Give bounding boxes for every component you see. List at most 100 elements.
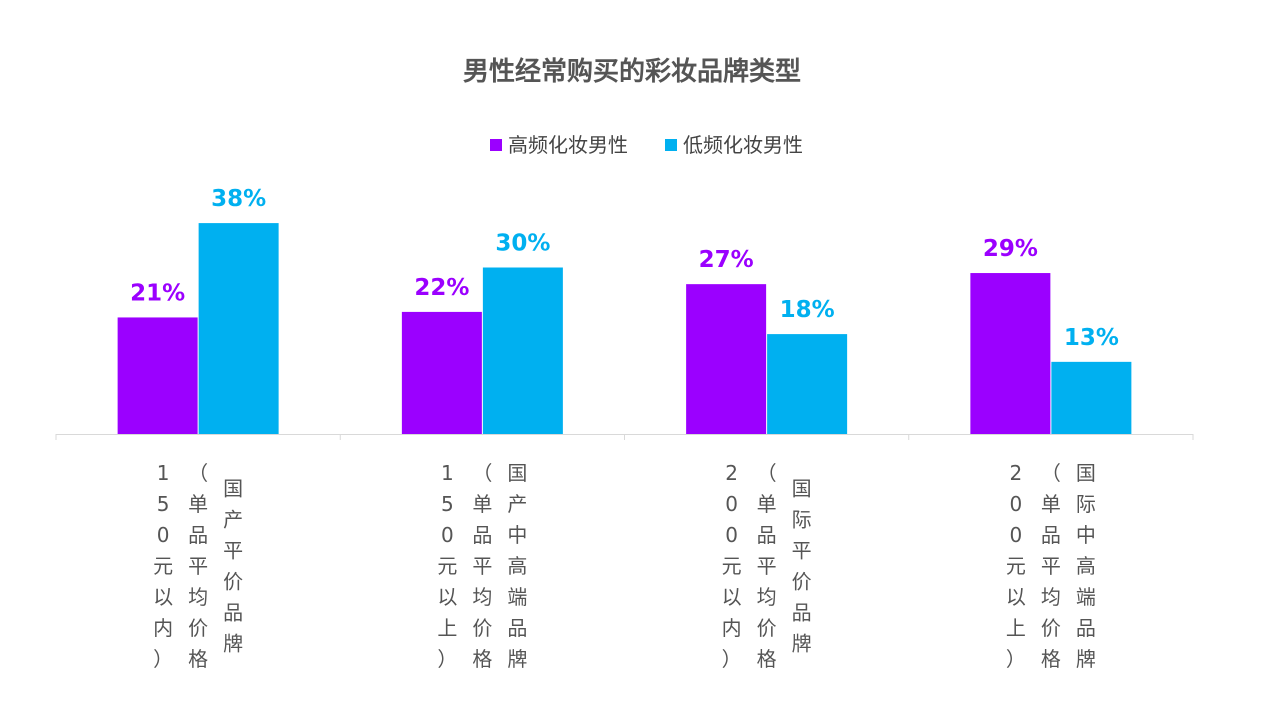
category-label-char: 以 xyxy=(437,585,457,609)
category-label: 1 5 0 元以上 ） xyxy=(437,461,457,671)
category-label-char: ） xyxy=(722,647,742,671)
category-label-char: 0 xyxy=(441,523,454,547)
category-label-char: （ xyxy=(188,461,208,485)
category-label-char: 价 xyxy=(792,570,812,594)
data-label: 29% xyxy=(983,236,1038,262)
category-label-char: 格 xyxy=(188,647,208,671)
category-label-char: 格 xyxy=(1041,647,1061,671)
category-label-char: 均 xyxy=(757,585,777,609)
category-label-char: 2 xyxy=(725,461,738,485)
category-label-char: 国 xyxy=(792,477,812,501)
category-label-char: 品 xyxy=(1076,616,1096,640)
category-label-char: 品 xyxy=(757,523,777,547)
legend-label-high-frequency: 高频化妆男性 xyxy=(508,133,628,157)
category-label-char: 价 xyxy=(1041,616,1061,640)
category-label-char: 均 xyxy=(472,585,492,609)
category-label: 国际中高端品牌 xyxy=(1076,461,1096,671)
category-label: 国际平价品牌 xyxy=(792,477,812,656)
category-label: （ 单品平均价格 xyxy=(757,461,777,671)
data-label: 22% xyxy=(414,275,469,301)
category-label-char: 价 xyxy=(757,616,777,640)
category-label-char: ） xyxy=(153,647,173,671)
category-label-char: 际 xyxy=(1076,492,1096,516)
category-label-char: 元 xyxy=(153,554,173,578)
category-label-char: 0 xyxy=(725,492,738,516)
category-label-char: 中 xyxy=(1076,523,1096,547)
category-label: 国产中高端品牌 xyxy=(507,461,527,671)
category-label-char: 均 xyxy=(1041,585,1061,609)
category-label-char: 0 xyxy=(1010,523,1023,547)
data-label: 27% xyxy=(699,247,754,273)
category-label-char: 元 xyxy=(722,554,742,578)
category-label-char: 上 xyxy=(1006,616,1026,640)
category-label-char: 单 xyxy=(1041,492,1061,516)
category-label-char: 0 xyxy=(157,523,170,547)
category-label-char: 品 xyxy=(472,523,492,547)
bar-low-frequency xyxy=(198,223,279,434)
category-label-char: 5 xyxy=(441,492,454,516)
category-label-char: 2 xyxy=(1010,461,1023,485)
category-label-char: 单 xyxy=(188,492,208,516)
bar-low-frequency xyxy=(1051,361,1132,434)
bar-low-frequency xyxy=(482,267,563,434)
category-label-char: （ xyxy=(1041,461,1061,485)
legend-label-low-frequency: 低频化妆男性 xyxy=(683,133,803,157)
legend: 高频化妆男性 低频化妆男性 xyxy=(490,133,803,157)
legend-swatch-low-frequency xyxy=(665,139,677,151)
category-label: 国产平价品牌 xyxy=(223,477,243,656)
bar-high-frequency xyxy=(401,311,482,434)
category-label-char: 单 xyxy=(472,492,492,516)
category-label-char: 平 xyxy=(188,554,208,578)
category-label-char: 品 xyxy=(1041,523,1061,547)
category-label-char: ） xyxy=(1006,647,1026,671)
category-label-char: 端 xyxy=(1076,585,1096,609)
bar-low-frequency xyxy=(767,334,848,434)
category-label-char: 0 xyxy=(1010,492,1023,516)
category-label-char: 牌 xyxy=(223,632,243,656)
category-label-char: 牌 xyxy=(792,632,812,656)
category-label-char: 1 xyxy=(157,461,170,485)
category-label-char: 品 xyxy=(188,523,208,547)
category-label-char: 中 xyxy=(507,523,527,547)
category-label-char: 以 xyxy=(153,585,173,609)
category-label-char: 平 xyxy=(792,539,812,563)
category-label-char: 均 xyxy=(188,585,208,609)
category-label-char: 产 xyxy=(223,508,243,532)
category-label-char: 品 xyxy=(507,616,527,640)
category-label-char: 上 xyxy=(437,616,457,640)
category-label-char: 以 xyxy=(722,585,742,609)
data-label: 21% xyxy=(130,280,185,306)
category-label-char: ） xyxy=(437,647,457,671)
category-label-char: 单 xyxy=(757,492,777,516)
category-label: 2 0 0 元以内 ） xyxy=(722,461,742,671)
category-label-char: 平 xyxy=(472,554,492,578)
chart-title: 男性经常购买的彩妆品牌类型 xyxy=(463,56,801,87)
category-label-char: 以 xyxy=(1006,585,1026,609)
data-label: 13% xyxy=(1064,325,1119,351)
category-label-char: 1 xyxy=(441,461,454,485)
category-label-char: 际 xyxy=(792,508,812,532)
category-label-char: 平 xyxy=(1041,554,1061,578)
category-label-char: 5 xyxy=(157,492,170,516)
data-label: 38% xyxy=(211,186,266,212)
category-label-char: 牌 xyxy=(507,647,527,671)
category-label-char: 国 xyxy=(223,477,243,501)
category-label: （ 单品平均价格 xyxy=(188,461,208,671)
data-label: 30% xyxy=(495,231,550,257)
category-label-char: 端 xyxy=(507,585,527,609)
category-label-char: 国 xyxy=(1076,461,1096,485)
category-label-char: 高 xyxy=(1076,554,1096,578)
category-label-char: 价 xyxy=(472,616,492,640)
bar-high-frequency xyxy=(970,273,1051,434)
category-label: （ 单品平均价格 xyxy=(1041,461,1061,671)
category-label-char: （ xyxy=(472,461,492,485)
category-label-char: 0 xyxy=(725,523,738,547)
category-label-char: 平 xyxy=(757,554,777,578)
category-label-char: 内 xyxy=(722,616,742,640)
legend-swatch-high-frequency xyxy=(490,139,502,151)
category-label-char: 品 xyxy=(792,601,812,625)
category-label: 1 5 0 元以内 ） xyxy=(153,461,173,671)
category-label: 2 0 0 元以上 ） xyxy=(1006,461,1026,671)
